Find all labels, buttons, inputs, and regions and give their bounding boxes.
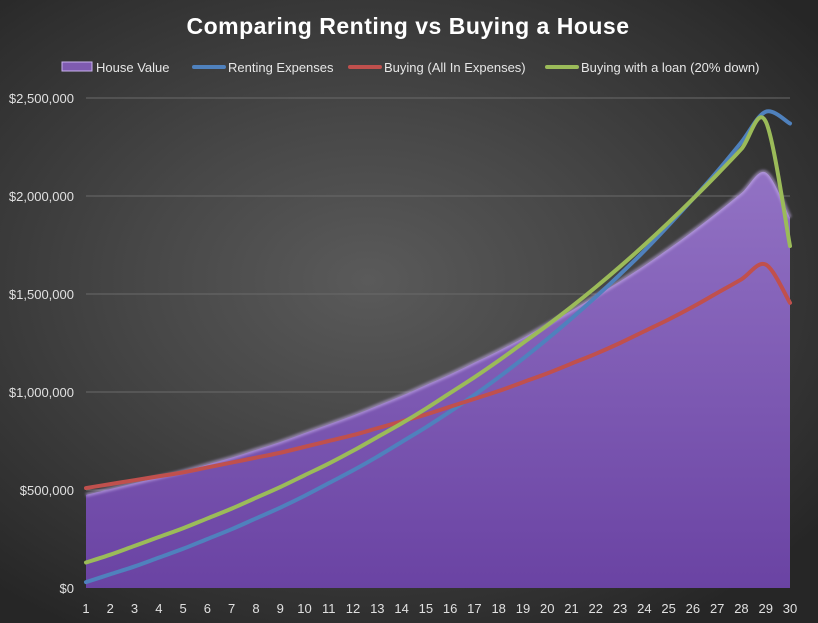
x-tick-label: 2 [107, 601, 114, 616]
x-tick-label: 4 [155, 601, 162, 616]
y-tick-label: $0 [60, 581, 74, 596]
x-tick-label: 7 [228, 601, 235, 616]
legend: House Value Renting Expenses Buying (All I… [61, 60, 760, 75]
x-tick-label: 3 [131, 601, 138, 616]
chart-title: Comparing Renting vs Buying a House [186, 13, 629, 39]
x-tick-label: 9 [277, 601, 284, 616]
y-axis: $0 $500,000 $1,000,000 $1,500,000 $2,000,000… [9, 91, 74, 596]
y-tick-label: $500,000 [20, 483, 74, 498]
x-tick-label: 20 [540, 601, 554, 616]
x-tick-label: 11 [322, 601, 336, 616]
x-tick-label: 26 [686, 601, 700, 616]
y-tick-label: $1,000,000 [9, 385, 74, 400]
legend-label-buying-with-a-loan-20-down: Buying with a loan (20% down) [581, 60, 760, 75]
plot-area [84, 109, 792, 588]
x-tick-label: 17 [467, 601, 481, 616]
x-tick-label: 25 [661, 601, 675, 616]
series-area-edge-house-value [85, 169, 792, 497]
x-tick-label: 29 [758, 601, 772, 616]
x-tick-label: 6 [204, 601, 211, 616]
x-tick-label: 15 [419, 601, 433, 616]
legend-label-house-value: House Value [96, 60, 169, 75]
x-tick-label: 8 [252, 601, 259, 616]
x-tick-label: 19 [516, 601, 530, 616]
x-tick-label: 13 [370, 601, 384, 616]
x-tick-label: 16 [443, 601, 457, 616]
legend-swatch-house-value [61, 61, 93, 72]
x-axis: 1 2 3 4 5 6 7 8 9 10 11 12 13 14 15 16 17 18 19 20 21 22 23 24 2… [82, 601, 797, 616]
x-tick-label: 14 [394, 601, 408, 616]
x-tick-label: 21 [564, 601, 578, 616]
series-line-buying-with-a-loan-20-down [84, 115, 792, 565]
y-tick-label: $2,000,000 [9, 189, 74, 204]
y-tick-label: $1,500,000 [9, 287, 74, 302]
x-tick-label: 30 [783, 601, 797, 616]
legend-label-renting-expenses: Renting Expenses [228, 60, 334, 75]
legend-label-buying-all-in-expenses: Buying (All In Expenses) [384, 60, 526, 75]
x-tick-label: 12 [346, 601, 360, 616]
x-tick-label: 10 [297, 601, 311, 616]
y-tick-label: $2,500,000 [9, 91, 74, 106]
x-tick-label: 23 [613, 601, 627, 616]
x-tick-label: 5 [179, 601, 186, 616]
x-tick-label: 18 [491, 601, 505, 616]
series-line-buying-all-in-expenses [84, 261, 792, 491]
x-tick-label: 27 [710, 601, 724, 616]
x-tick-label: 22 [589, 601, 603, 616]
x-tick-label: 24 [637, 601, 651, 616]
x-tick-label: 28 [734, 601, 748, 616]
x-tick-label: 1 [82, 601, 89, 616]
